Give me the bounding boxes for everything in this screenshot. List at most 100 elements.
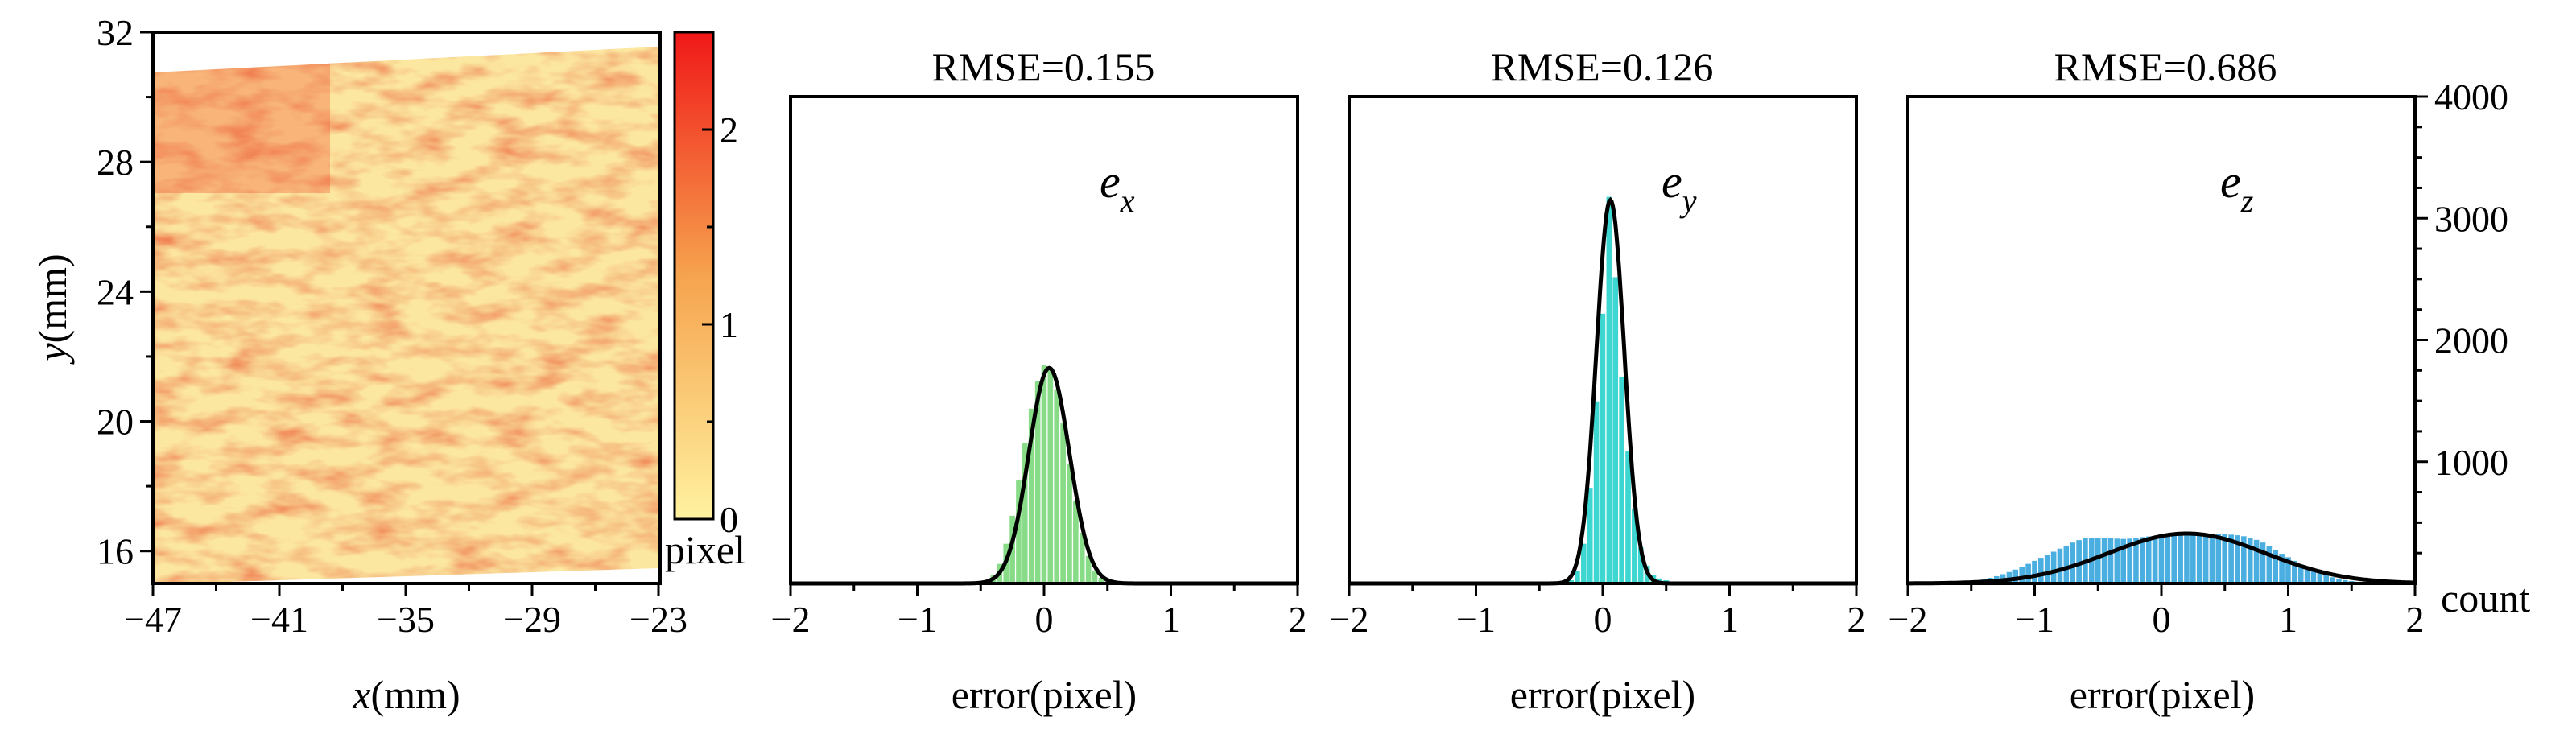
- hist-bar: [2113, 538, 2121, 584]
- hist-ez-fit-curve: [1908, 531, 2416, 586]
- hist-bar: [2050, 550, 2058, 584]
- map-x-tick-label: −35: [377, 599, 435, 640]
- hist-x-tick-label: −2: [1330, 599, 1369, 640]
- hist-ez-x-axis: −2 −1 0 1 2: [1889, 583, 2425, 640]
- hist-bar: [1592, 400, 1600, 584]
- count-tick-label: 2000: [2434, 320, 2508, 361]
- hist-ez-bars: [1955, 533, 2368, 584]
- hist-x-tick-label: −2: [1889, 599, 1928, 640]
- map-y-tick-label: 28: [97, 142, 134, 183]
- hist-x-tick-label: −1: [898, 599, 937, 640]
- hist-bar: [2056, 547, 2064, 584]
- hist-ey-title: RMSE=0.126: [1491, 44, 1714, 89]
- hist-bar: [2151, 534, 2159, 584]
- hist-ey-x-axis: −2 −1 0 1 2: [1330, 583, 1866, 640]
- hist-bar: [2062, 544, 2070, 584]
- hist-bar: [1618, 376, 1626, 584]
- hist-ez-count-axis: 1000 2000 3000 4000: [2415, 76, 2508, 555]
- map-y-tick-label: 20: [97, 402, 134, 443]
- hist-bar: [1065, 462, 1074, 584]
- hist-x-tick-label: −1: [1456, 599, 1496, 640]
- hist-bar: [2069, 541, 2077, 584]
- colorbar: 0 1 2 pixel: [665, 31, 745, 572]
- map-x-tick-label: −23: [630, 599, 687, 640]
- hist-bar: [2177, 533, 2185, 584]
- colorbar-label: pixel: [665, 527, 745, 572]
- map-y-axis: 16 20 24 28 32: [97, 12, 153, 572]
- hist-bar: [1612, 276, 1620, 584]
- hist-bar: [2012, 568, 2020, 584]
- hist-x-tick-label: 1: [1720, 599, 1739, 640]
- hist-bar: [2265, 545, 2273, 584]
- count-tick-label: 4000: [2434, 76, 2508, 118]
- colorbar-axis: 0 1 2: [702, 109, 738, 540]
- hist-ex-annotation: ex: [1100, 155, 1135, 219]
- hist-x-tick-label: −1: [2015, 599, 2054, 640]
- hist-bar: [2100, 537, 2108, 584]
- hist-bar: [2018, 566, 2026, 584]
- hist-x-tick-label: 1: [2279, 599, 2297, 640]
- hist-ez-frame: [1906, 95, 2417, 585]
- hist-ex-x-axis: −2 −1 0 1 2: [771, 583, 1307, 640]
- hist-ex-bars: [976, 364, 1112, 584]
- histogram-ex: RMSE=0.155 −2 −1 0 1 2 ex error(pixel): [771, 44, 1307, 717]
- hist-ez-x-label: error(pixel): [2070, 672, 2255, 717]
- map-y-tick-label: 24: [97, 271, 134, 312]
- hist-bar: [1605, 196, 1613, 584]
- map-y-label: y(mm): [30, 254, 75, 365]
- hist-bar: [2170, 534, 2178, 584]
- hist-ez-y-label: count: [2441, 575, 2530, 620]
- hist-x-tick-label: 0: [2153, 599, 2171, 640]
- hist-bar: [2208, 534, 2216, 584]
- map-y-tick-label: 16: [97, 531, 134, 572]
- hist-bar: [1059, 422, 1067, 584]
- hist-x-tick-label: 1: [1162, 599, 1180, 640]
- hist-bar: [2164, 534, 2172, 584]
- hist-bar: [2025, 563, 2033, 584]
- hist-ez-annotation: ez: [2220, 155, 2254, 219]
- hist-bar: [2259, 541, 2267, 584]
- hist-bar: [2182, 533, 2191, 584]
- histogram-ey: RMSE=0.126 −2 −1 0 1 2 ey error(pixel): [1330, 44, 1866, 717]
- error-map: [153, 47, 658, 584]
- colorbar-tick-label: 0: [720, 499, 738, 540]
- hist-x-tick-label: 2: [2406, 599, 2425, 640]
- hist-bar: [1053, 388, 1061, 584]
- hist-x-tick-label: −2: [771, 599, 811, 640]
- hist-bar: [2189, 534, 2197, 584]
- hist-x-tick-label: 2: [1847, 599, 1866, 640]
- hist-x-tick-label: 0: [1594, 599, 1612, 640]
- colorbar-gradient: [673, 31, 715, 521]
- hist-x-tick-label: 2: [1289, 599, 1307, 640]
- hist-ex-x-label: error(pixel): [952, 672, 1137, 717]
- map-panel: −47 −41 −35 −29 −23 16 20 24 28 32 x(mm) y(mm): [30, 12, 687, 717]
- hist-bar: [1586, 486, 1594, 584]
- hist-ez-title: RMSE=0.686: [2054, 44, 2277, 89]
- colorbar-tick-label: 1: [720, 304, 738, 345]
- hist-bar: [2043, 554, 2051, 584]
- hist-bar: [2107, 537, 2115, 584]
- map-y-tick-label: 32: [97, 12, 134, 53]
- hist-bar: [2195, 534, 2203, 584]
- hist-ey-x-label: error(pixel): [1510, 672, 1695, 717]
- hist-ex-title: RMSE=0.155: [932, 44, 1155, 89]
- histogram-ez: RMSE=0.686 −2 −1 0 1 2 1000 2000 3000 4000 ez e…: [1889, 44, 2531, 717]
- hist-bar: [2252, 538, 2260, 584]
- map-x-tick-label: −41: [250, 599, 308, 640]
- hist-bar: [1599, 312, 1607, 584]
- map-x-tick-label: −47: [124, 599, 182, 640]
- count-tick-label: 3000: [2434, 198, 2508, 239]
- hist-bar: [2246, 536, 2254, 584]
- count-tick-label: 1000: [2434, 442, 2508, 483]
- hist-bar: [2202, 534, 2210, 584]
- hist-x-tick-label: 0: [1035, 599, 1054, 640]
- hist-ey-annotation: ey: [1662, 155, 1697, 219]
- hist-bar: [2145, 535, 2153, 584]
- map-x-axis: −47 −41 −35 −29 −23: [124, 583, 687, 640]
- hist-bar: [2215, 533, 2223, 584]
- hist-bar: [1040, 364, 1048, 584]
- map-x-label: x(mm): [352, 672, 460, 717]
- colorbar-tick-label: 2: [720, 109, 738, 150]
- hist-bar: [2157, 534, 2165, 584]
